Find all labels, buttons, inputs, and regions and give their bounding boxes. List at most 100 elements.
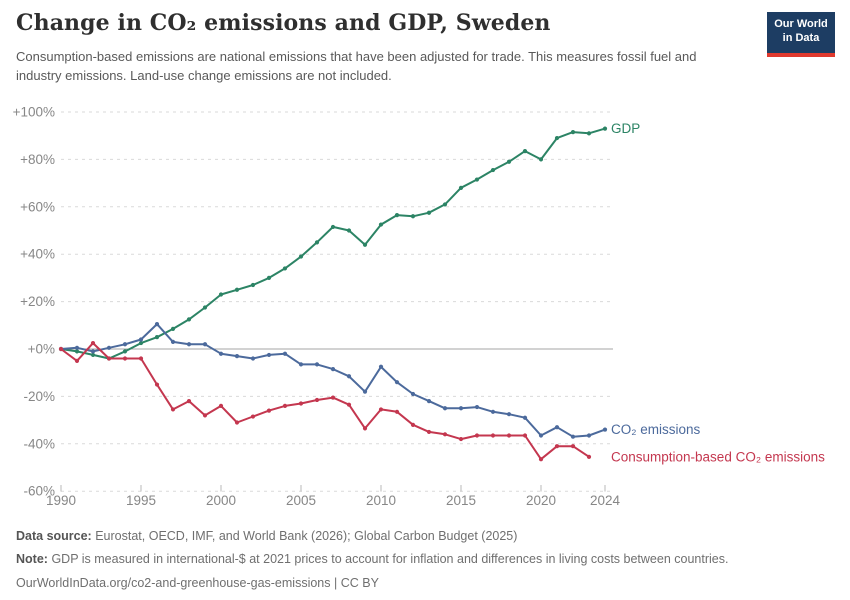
chart-svg[interactable]: +100% +80% +60% +40% +20% +0% -20% -40% -60%1990… (0, 90, 850, 520)
data-point-gdp[interactable] (602, 126, 608, 131)
data-point-gdp[interactable] (282, 266, 288, 271)
data-point-consumption-co2[interactable] (314, 397, 320, 403)
data-point-co2-emissions[interactable] (250, 356, 256, 361)
data-point-consumption-co2[interactable] (426, 429, 432, 435)
data-point-co2-emissions[interactable] (90, 349, 96, 354)
data-point-consumption-co2[interactable] (170, 407, 176, 412)
data-point-co2-emissions[interactable] (186, 342, 192, 347)
data-point-gdp[interactable] (586, 131, 592, 136)
data-point-consumption-co2[interactable] (522, 433, 528, 438)
data-point-co2-emissions[interactable] (554, 425, 560, 430)
data-point-consumption-co2[interactable] (442, 432, 448, 437)
data-point-gdp[interactable] (346, 228, 352, 233)
data-point-co2-emissions[interactable] (522, 415, 528, 420)
data-point-co2-emissions[interactable] (346, 374, 352, 379)
data-point-gdp[interactable] (506, 159, 512, 164)
data-point-co2-emissions[interactable] (234, 354, 240, 359)
data-point-consumption-co2[interactable] (474, 433, 480, 438)
data-point-co2-emissions[interactable] (394, 380, 400, 385)
data-point-co2-emissions[interactable] (506, 412, 512, 417)
data-point-co2-emissions[interactable] (490, 409, 496, 414)
data-point-consumption-co2[interactable] (506, 433, 512, 438)
data-point-consumption-co2[interactable] (74, 358, 80, 363)
data-point-consumption-co2[interactable] (250, 414, 256, 419)
data-point-co2-emissions[interactable] (218, 351, 224, 356)
data-point-co2-emissions[interactable] (586, 433, 592, 438)
data-point-consumption-co2[interactable] (394, 409, 400, 414)
data-point-consumption-co2[interactable] (218, 403, 224, 408)
data-point-consumption-co2[interactable] (154, 382, 160, 387)
data-point-co2-emissions[interactable] (314, 362, 320, 367)
data-point-gdp[interactable] (490, 167, 496, 173)
data-point-co2-emissions[interactable] (410, 391, 416, 397)
data-point-gdp[interactable] (538, 157, 544, 162)
data-point-consumption-co2[interactable] (234, 420, 240, 425)
data-point-consumption-co2[interactable] (490, 433, 496, 438)
data-point-co2-emissions[interactable] (122, 342, 128, 347)
data-point-gdp[interactable] (394, 212, 400, 218)
data-point-co2-emissions[interactable] (378, 364, 384, 369)
data-point-gdp[interactable] (138, 340, 144, 346)
data-point-gdp[interactable] (234, 287, 240, 292)
data-point-co2-emissions[interactable] (266, 352, 272, 358)
data-point-consumption-co2[interactable] (378, 407, 384, 412)
data-point-gdp[interactable] (154, 335, 160, 340)
data-point-co2-emissions[interactable] (282, 351, 288, 356)
data-point-gdp[interactable] (378, 222, 384, 227)
data-point-co2-emissions[interactable] (474, 404, 480, 410)
data-point-co2-emissions[interactable] (74, 345, 80, 350)
data-point-consumption-co2[interactable] (586, 454, 592, 459)
data-point-gdp[interactable] (570, 130, 576, 135)
data-point-gdp[interactable] (122, 349, 128, 354)
data-point-consumption-co2[interactable] (122, 356, 128, 361)
data-point-co2-emissions[interactable] (138, 337, 144, 342)
data-point-co2-emissions[interactable] (362, 389, 368, 394)
data-point-consumption-co2[interactable] (202, 413, 208, 418)
data-point-co2-emissions[interactable] (426, 399, 432, 404)
data-point-consumption-co2[interactable] (538, 457, 544, 462)
data-point-gdp[interactable] (186, 317, 192, 322)
data-point-gdp[interactable] (362, 242, 368, 247)
data-point-consumption-co2[interactable] (138, 356, 144, 361)
data-point-consumption-co2[interactable] (58, 346, 64, 352)
data-point-gdp[interactable] (410, 214, 416, 219)
data-point-co2-emissions[interactable] (442, 406, 448, 411)
data-point-consumption-co2[interactable] (554, 444, 560, 449)
data-point-gdp[interactable] (442, 202, 448, 207)
series-co2-emissions[interactable]: CO₂ emissions (58, 322, 701, 439)
data-point-co2-emissions[interactable] (458, 406, 464, 411)
data-point-consumption-co2[interactable] (458, 436, 464, 442)
data-point-gdp[interactable] (330, 224, 336, 230)
data-point-gdp[interactable] (426, 210, 432, 215)
data-point-co2-emissions[interactable] (538, 433, 544, 438)
data-point-consumption-co2[interactable] (330, 395, 336, 400)
data-point-co2-emissions[interactable] (570, 434, 576, 439)
data-point-co2-emissions[interactable] (154, 322, 160, 327)
data-point-co2-emissions[interactable] (106, 345, 112, 350)
data-point-co2-emissions[interactable] (202, 342, 208, 347)
data-point-consumption-co2[interactable] (298, 401, 304, 406)
data-point-consumption-co2[interactable] (106, 356, 112, 361)
data-point-consumption-co2[interactable] (362, 426, 368, 431)
data-point-gdp[interactable] (458, 185, 464, 190)
data-point-gdp[interactable] (298, 254, 304, 259)
data-point-gdp[interactable] (250, 282, 256, 288)
series-consumption-co2[interactable]: Consumption-based CO₂ emissions (58, 340, 825, 464)
data-point-gdp[interactable] (314, 240, 320, 245)
data-point-gdp[interactable] (170, 326, 176, 331)
data-point-gdp[interactable] (266, 275, 272, 280)
series-gdp[interactable]: GDP (58, 121, 640, 361)
data-point-consumption-co2[interactable] (282, 403, 288, 408)
data-point-gdp[interactable] (218, 292, 224, 297)
data-point-gdp[interactable] (202, 305, 208, 310)
data-point-consumption-co2[interactable] (346, 402, 352, 407)
data-point-consumption-co2[interactable] (90, 340, 96, 346)
data-point-co2-emissions[interactable] (330, 367, 336, 372)
data-point-gdp[interactable] (522, 149, 528, 154)
data-point-consumption-co2[interactable] (570, 444, 576, 449)
data-point-co2-emissions[interactable] (602, 427, 608, 432)
data-point-consumption-co2[interactable] (186, 399, 192, 404)
data-point-gdp[interactable] (554, 135, 560, 141)
data-point-gdp[interactable] (74, 349, 80, 354)
data-point-gdp[interactable] (90, 352, 96, 358)
